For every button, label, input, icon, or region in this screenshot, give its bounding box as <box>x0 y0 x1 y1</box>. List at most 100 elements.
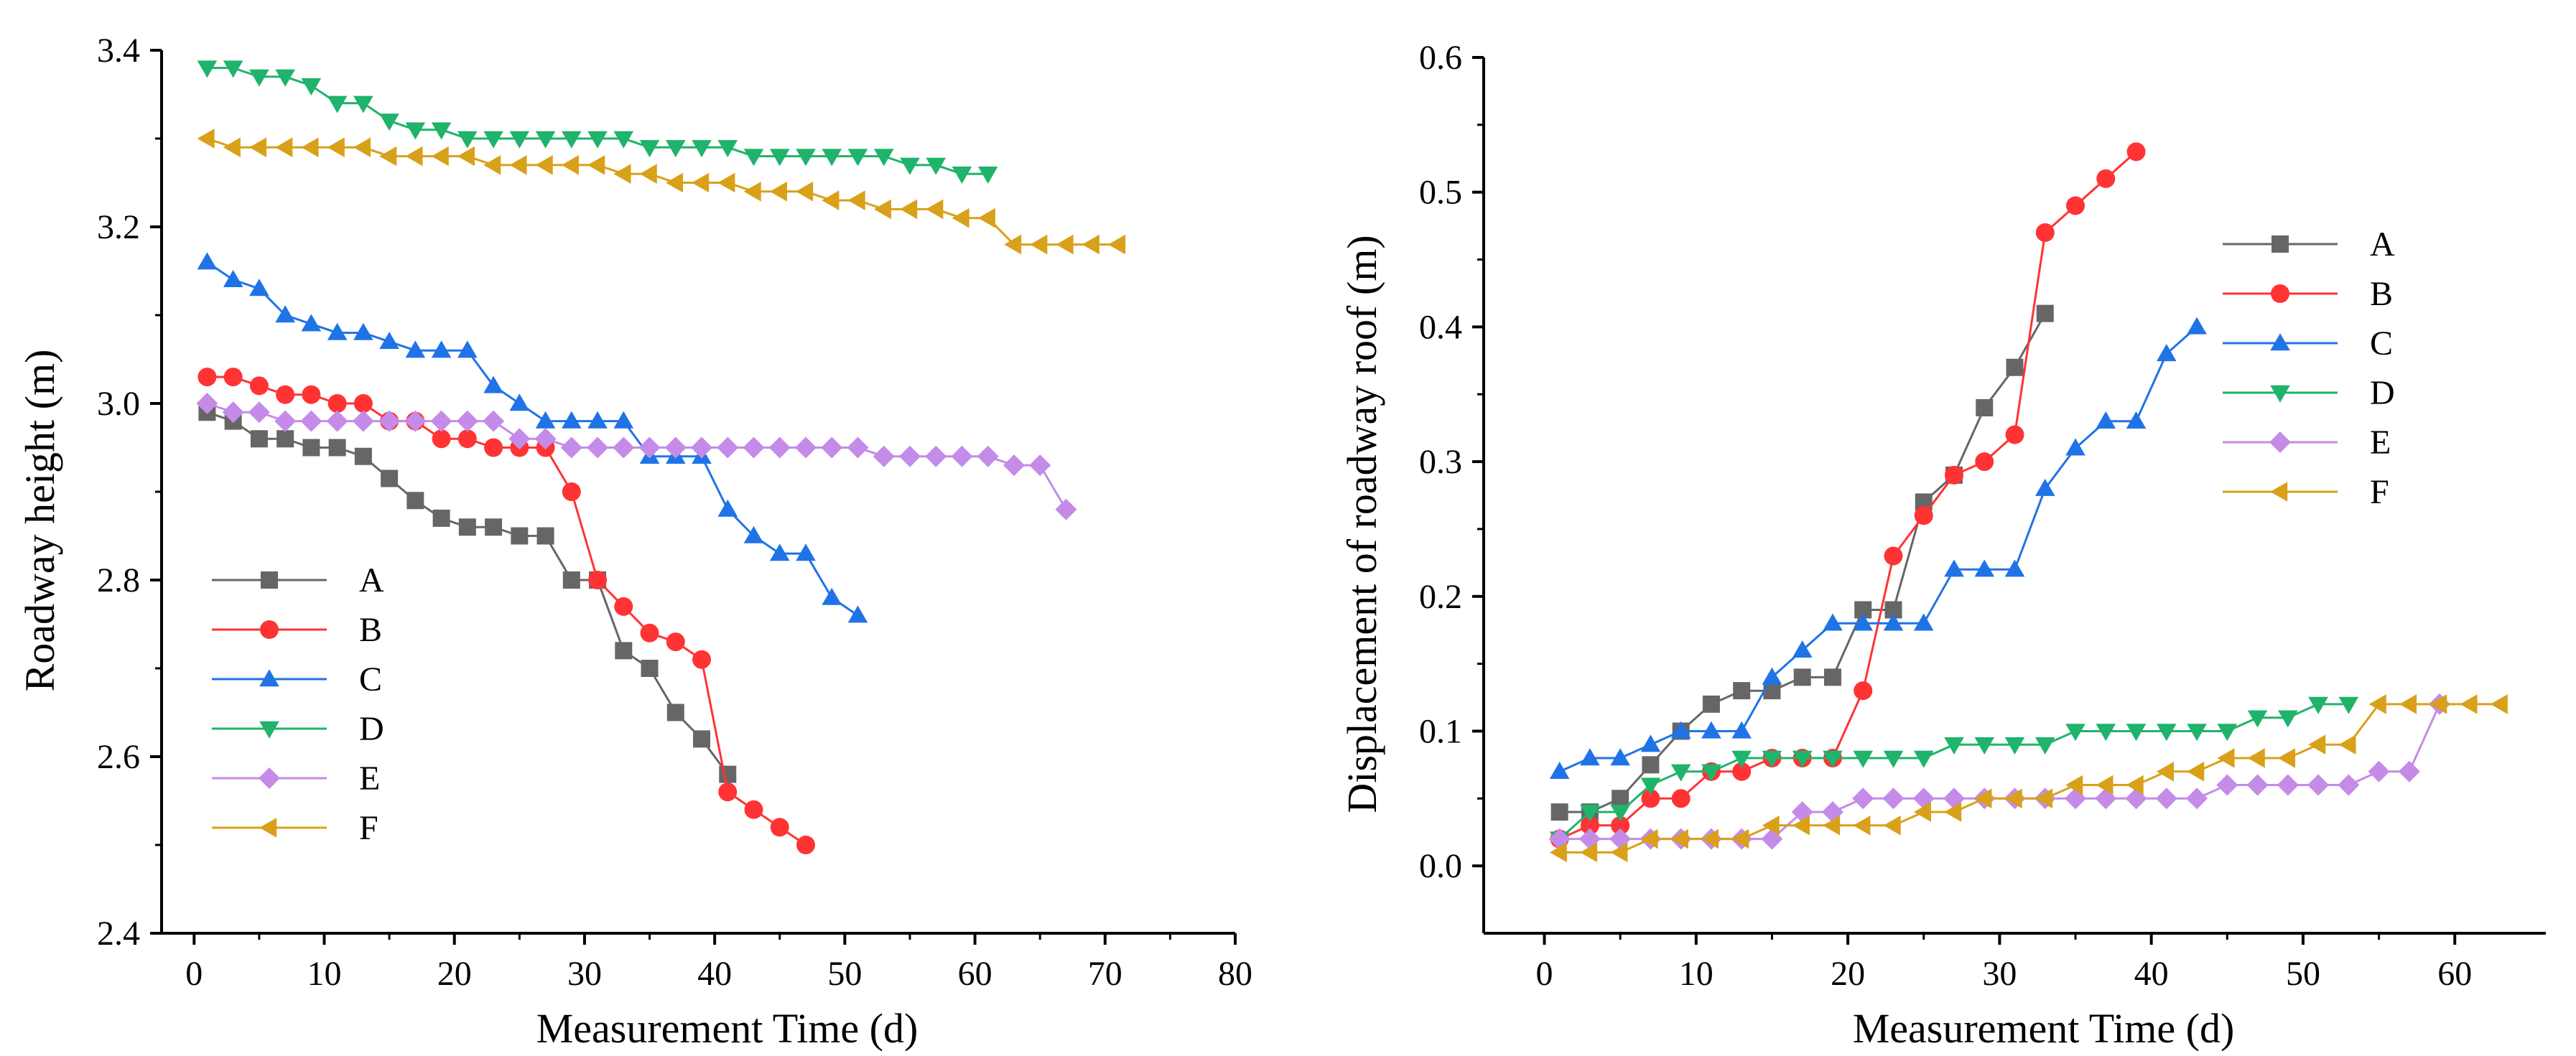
data-point-C <box>717 499 738 517</box>
data-point-C <box>822 587 842 605</box>
series-line-E <box>206 402 1067 510</box>
data-point-B <box>302 385 321 404</box>
data-point-C <box>1610 748 1630 766</box>
data-point-F <box>1640 828 1658 849</box>
data-point-F <box>2004 788 2022 809</box>
legend-marker <box>2271 284 2289 303</box>
x-tick-label: 80 <box>1218 955 1252 993</box>
legend-marker <box>259 767 280 789</box>
x-tick-label: 40 <box>697 955 732 993</box>
data-point-D <box>847 149 868 167</box>
data-point-F <box>431 146 449 167</box>
data-point-C <box>562 411 582 429</box>
data-point-F <box>1944 802 1962 822</box>
data-point-E <box>898 445 921 467</box>
data-point-F <box>1056 234 1074 255</box>
data-point-C <box>1944 559 1964 577</box>
data-point-F <box>926 199 944 220</box>
data-point-F <box>873 199 891 220</box>
data-point-A <box>250 430 268 448</box>
legend-label: A <box>359 561 384 599</box>
x-axis-title: Measurement Time (d) <box>536 1005 919 1052</box>
data-point-F <box>1792 816 1810 836</box>
data-point-C <box>613 411 634 429</box>
data-point-A <box>432 509 450 527</box>
data-point-A <box>666 704 684 721</box>
data-point-D <box>1731 750 1752 768</box>
data-point-D <box>1580 804 1600 822</box>
data-point-F <box>796 182 814 202</box>
data-point-B <box>562 482 581 501</box>
y-axis-title: Displacement of roadway roof (m) <box>1339 235 1385 813</box>
data-point-F <box>1030 234 1048 255</box>
data-point-E <box>2398 760 2420 782</box>
data-point-B <box>1884 546 1903 566</box>
data-point-F <box>743 182 761 202</box>
data-point-B <box>1732 762 1752 781</box>
data-point-A <box>1550 803 1568 821</box>
data-point-D <box>2035 737 2055 755</box>
data-point-E <box>925 445 947 467</box>
data-point-F <box>249 137 267 158</box>
data-point-B <box>1975 452 1994 472</box>
data-point-C <box>353 322 373 340</box>
data-point-A <box>615 642 633 660</box>
data-point-E <box>2368 760 2390 782</box>
data-point-D <box>769 149 790 167</box>
data-point-B <box>744 800 763 819</box>
y-tick-label: 0.2 <box>1419 578 1462 616</box>
data-point-B <box>666 632 685 652</box>
data-point-B <box>2035 223 2055 242</box>
data-point-C <box>2187 317 2207 335</box>
data-point-D <box>743 149 764 167</box>
data-point-D <box>223 60 243 78</box>
data-point-F <box>379 146 397 167</box>
data-point-F <box>405 146 423 167</box>
data-point-B <box>484 438 503 457</box>
data-point-D <box>327 95 348 113</box>
data-point-E <box>795 436 817 459</box>
data-point-F <box>717 172 735 193</box>
data-point-A <box>328 439 346 457</box>
data-point-C <box>2096 411 2116 429</box>
data-point-E <box>717 436 739 459</box>
data-point-C <box>2156 344 2177 362</box>
data-point-C <box>249 279 269 296</box>
data-point-C <box>1670 721 1691 739</box>
data-point-F <box>1974 788 1992 809</box>
data-point-D <box>665 140 686 158</box>
data-point-C <box>1731 721 1752 739</box>
legend-marker <box>261 571 278 589</box>
series-C <box>1549 317 2207 779</box>
data-point-C <box>379 332 399 350</box>
data-point-C <box>1701 721 1721 739</box>
data-point-D <box>1853 750 1874 768</box>
data-point-F <box>847 190 865 210</box>
legend-marker <box>2270 385 2290 403</box>
legend-item-D: D <box>212 710 384 748</box>
data-point-C <box>743 525 764 543</box>
data-point-E <box>2246 774 2269 796</box>
data-point-D <box>2217 724 2238 742</box>
data-point-F <box>483 155 501 175</box>
data-point-B <box>1641 789 1660 808</box>
data-point-A <box>1642 756 1660 774</box>
data-point-F <box>2368 694 2386 714</box>
data-point-D <box>977 167 998 184</box>
data-point-D <box>2156 724 2177 742</box>
data-point-F <box>535 155 553 175</box>
data-point-D <box>796 149 816 167</box>
legend-item-F: F <box>2223 473 2389 511</box>
data-point-A <box>1763 682 1781 700</box>
data-point-E <box>1029 454 1051 477</box>
legend-label: D <box>2370 374 2395 412</box>
data-point-D <box>2126 724 2147 742</box>
y-tick-label: 0.5 <box>1419 174 1462 212</box>
data-point-C <box>223 270 243 287</box>
data-point-C <box>1913 613 1934 631</box>
data-point-E <box>560 436 582 459</box>
data-point-E <box>1852 788 1874 810</box>
data-point-F <box>301 137 319 158</box>
data-point-D <box>249 69 269 87</box>
data-point-C <box>1640 734 1661 752</box>
